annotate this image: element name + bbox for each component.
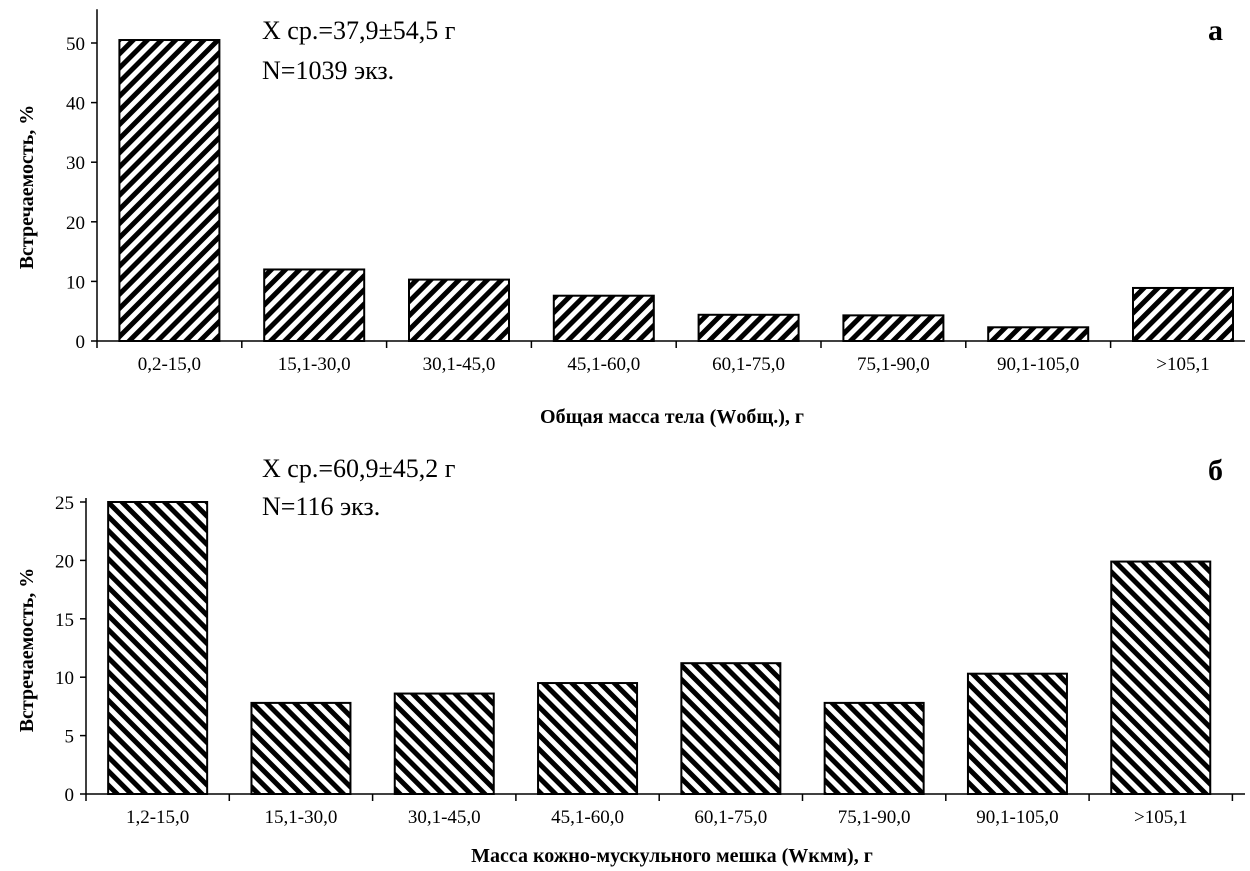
chart-b-y-tick-label: 20 xyxy=(55,551,74,572)
chart-a-y-tick-label: 30 xyxy=(66,153,85,174)
chart-a-bar xyxy=(408,278,510,342)
chart-b-x-tick-label: 75,1-90,0 xyxy=(838,807,911,828)
chart-b-y-tick-label: 10 xyxy=(55,668,74,689)
chart-a-bar xyxy=(1132,286,1234,342)
chart-b-x-tick-label: 45,1-60,0 xyxy=(551,807,624,828)
chart-a-y-tick-label: 0 xyxy=(76,332,86,353)
chart-a-plot-area: 0 10 20 30 40 50 0,2-15,0 15,1-30,0 30,1-45,0 45,… xyxy=(66,9,1245,375)
chart-a-bar xyxy=(842,314,945,343)
chart-a-x-tick-label: 90,1-105,0 xyxy=(997,354,1079,375)
chart-b-y-tick-label: 0 xyxy=(65,785,75,806)
chart-b-bar xyxy=(680,662,782,795)
chart-b-y-tick-label: 15 xyxy=(55,610,74,631)
chart-a-x-tick-label: 75,1-90,0 xyxy=(857,354,930,375)
chart-a-stats-mean: X ср.=37,9±54,5 г xyxy=(262,16,455,45)
chart-b-ylabel: Встречаемость, % xyxy=(16,568,38,733)
chart-b-x-tick-label: 1,2-15,0 xyxy=(126,807,189,828)
chart-a-bar xyxy=(118,39,221,343)
chart-b-panel-letter: б xyxy=(1208,454,1223,487)
chart-b-x-tick-label: 90,1-105,0 xyxy=(976,807,1058,828)
chart-a-svg: X ср.=37,9±54,5 г N=1039 экз. а Общая ма… xyxy=(16,9,1245,428)
chart-a-bar xyxy=(263,268,366,343)
chart-b-bar xyxy=(537,682,639,795)
chart-a-y-tick-label: 50 xyxy=(66,34,85,55)
chart-b-x-tick-label: >105,1 xyxy=(1134,807,1187,828)
chart-b-y-tick-label: 25 xyxy=(55,493,74,514)
chart-b-stats-n: N=116 экз. xyxy=(262,492,380,521)
chart-a-xlabel: Общая масса тела (Wобщ.), г xyxy=(540,406,804,428)
chart-b-svg: X ср.=60,9±45,2 г N=116 экз. б Масса кож… xyxy=(16,454,1245,867)
chart-a-y-tick-label: 10 xyxy=(66,272,85,293)
chart-b-xlabel: Масса кожно-мускульного мешка (Wкмм), г xyxy=(471,845,873,867)
chart-b-stats-mean: X ср.=60,9±45,2 г xyxy=(262,454,455,483)
chart-b-y-tick-label: 5 xyxy=(65,727,75,748)
chart-a-x-tick-label: 30,1-45,0 xyxy=(423,354,496,375)
chart-a-bar xyxy=(987,326,1090,342)
chart-b-x-tick-label: 15,1-30,0 xyxy=(265,807,338,828)
chart-b-bar xyxy=(1110,560,1212,796)
chart-a-bar xyxy=(552,294,655,343)
chart-b-bar xyxy=(823,701,925,795)
chart-panel-a: X ср.=37,9±54,5 г N=1039 экз. а Общая ма… xyxy=(16,9,1245,428)
chart-a-x-tick-label: 0,2-15,0 xyxy=(138,354,201,375)
chart-b-x-tick-label: 30,1-45,0 xyxy=(408,807,481,828)
chart-a-ylabel: Встречаемость, % xyxy=(16,105,38,270)
chart-b-bar xyxy=(966,672,1068,795)
chart-b-plot-area: 0 5 10 15 20 25 1,2-15,0 15,1-30,0 30,1-45,0 45,1… xyxy=(55,493,1245,828)
chart-a-y-tick-label: 20 xyxy=(66,213,85,234)
chart-b-bar xyxy=(250,701,352,795)
chart-b-bar xyxy=(393,692,495,795)
chart-a-x-tick-label: 60,1-75,0 xyxy=(712,354,785,375)
chart-a-bar xyxy=(697,313,800,342)
chart-a-stats-n: N=1039 экз. xyxy=(262,56,394,85)
chart-a-x-tick-label: >105,1 xyxy=(1156,354,1209,375)
chart-a-x-tick-label: 45,1-60,0 xyxy=(567,354,640,375)
chart-b-x-tick-label: 60,1-75,0 xyxy=(694,807,767,828)
chart-a-y-tick-label: 40 xyxy=(66,94,85,115)
chart-b-bar xyxy=(107,501,209,795)
chart-a-x-tick-label: 15,1-30,0 xyxy=(278,354,351,375)
chart-panel-b: X ср.=60,9±45,2 г N=116 экз. б Масса кож… xyxy=(0,440,1250,871)
chart-a-panel-letter: а xyxy=(1208,14,1223,47)
